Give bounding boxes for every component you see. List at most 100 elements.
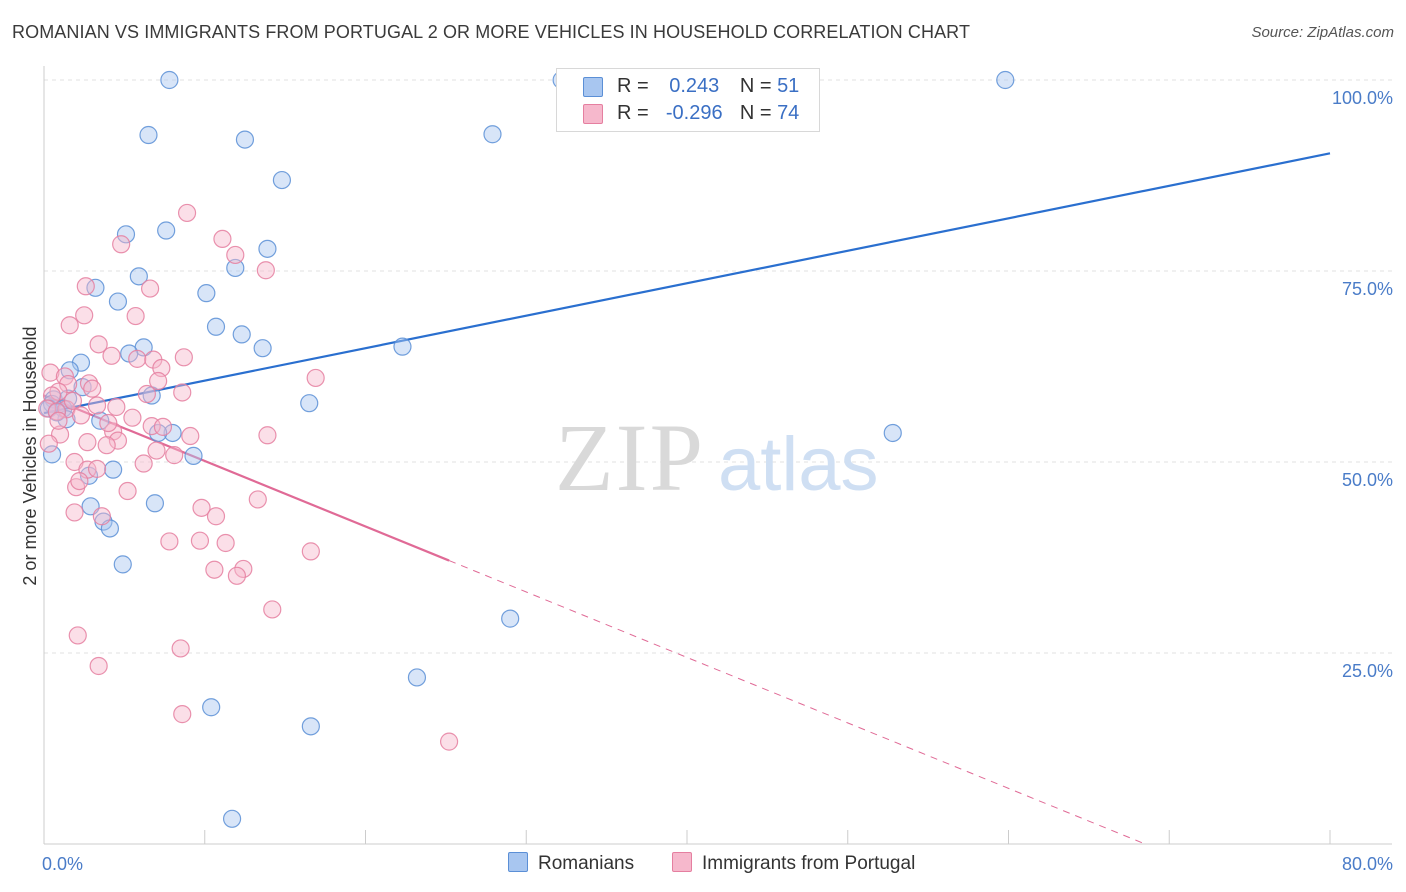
point-romanians [149, 423, 168, 443]
point-portugal [171, 639, 190, 658]
point-portugal [174, 348, 193, 367]
point-portugal [87, 396, 107, 415]
trend-line-portugal [448, 560, 1146, 845]
point-portugal [89, 656, 108, 676]
chart-title: ROMANIAN VS IMMIGRANTS FROM PORTUGAL 2 O… [12, 22, 971, 42]
point-romanians [129, 267, 148, 286]
legend-label-portugal: Immigrants from Portugal [702, 853, 916, 874]
point-portugal [173, 383, 192, 402]
legend-r-label: R = [617, 102, 649, 124]
point-portugal [258, 426, 277, 445]
point-portugal [107, 397, 126, 417]
point-portugal [173, 705, 192, 724]
point-portugal [76, 277, 95, 296]
point-romanians [139, 125, 158, 145]
point-portugal [79, 374, 99, 393]
point-romanians [160, 70, 179, 90]
point-portugal [149, 371, 168, 391]
point-portugal [47, 402, 66, 421]
point-portugal [83, 379, 102, 398]
point-portugal [102, 346, 121, 365]
point-romanians [104, 460, 123, 479]
trend-line-romanians [43, 152, 1331, 415]
point-romanians [60, 361, 79, 380]
legend-n-label: N = [739, 102, 772, 124]
point-portugal [165, 446, 184, 465]
point-portugal [59, 374, 78, 394]
point-portugal [137, 384, 156, 404]
point-portugal [68, 626, 87, 645]
point-romanians [206, 317, 226, 336]
point-portugal [153, 417, 173, 436]
point-portugal [39, 434, 58, 453]
point-portugal [128, 349, 147, 368]
point-portugal [49, 411, 68, 430]
legend-r-label: R = [617, 75, 649, 97]
legend-item-romanians[interactable]: Romanians [508, 852, 634, 875]
point-romanians [407, 668, 427, 687]
point-portugal [190, 531, 210, 550]
point-romanians [42, 445, 62, 464]
legend-swatch-romanians [508, 852, 528, 872]
legend-n-value: 51 [777, 75, 800, 97]
point-romanians [197, 284, 216, 303]
point-portugal [87, 459, 107, 478]
point-romanians [253, 339, 272, 358]
point-portugal [126, 306, 145, 326]
point-romanians [184, 446, 203, 465]
point-portugal [205, 560, 224, 579]
y-tick-label: 75.0% [1342, 279, 1393, 299]
point-portugal [301, 542, 320, 561]
point-romanians [272, 170, 292, 190]
point-romanians [226, 258, 245, 278]
point-portugal [147, 441, 166, 460]
point-portugal [181, 426, 200, 446]
tick-labels: 25.0% 50.0% 75.0% 100.0% 0.0% 80.0% [42, 88, 1393, 874]
point-romanians [116, 225, 136, 244]
point-portugal [213, 229, 232, 249]
point-romanians [235, 130, 255, 149]
point-romanians [393, 337, 412, 356]
source-label: Source: ZipAtlas.com [1251, 24, 1394, 41]
point-portugal [112, 235, 131, 254]
y-tick-label: 25.0% [1342, 661, 1393, 681]
grid-lines [44, 79, 1392, 654]
point-portugal [227, 566, 246, 585]
point-portugal [216, 533, 235, 553]
watermark-zip: ZIP [555, 404, 705, 511]
legend-item-portugal[interactable]: Immigrants from Portugal [672, 852, 915, 875]
point-portugal [256, 261, 275, 280]
point-romanians [202, 698, 221, 717]
x-tick-label: 80.0% [1342, 854, 1393, 874]
legend-r-value: 0.243 [669, 75, 720, 97]
point-portugal [108, 431, 128, 450]
point-portugal [140, 279, 160, 298]
point-portugal [75, 306, 94, 325]
point-romanians [157, 221, 176, 240]
point-romanians [113, 555, 132, 574]
point-romanians [222, 809, 242, 828]
legend-swatch-pink [583, 104, 603, 124]
watermark-atlas: atlas [718, 422, 879, 507]
point-portugal [263, 600, 282, 619]
y-tick-label: 50.0% [1342, 470, 1393, 490]
legend-n-value: 74 [777, 102, 800, 124]
data-points [38, 70, 1015, 828]
point-portugal [65, 503, 84, 522]
point-portugal [118, 481, 137, 501]
point-romanians [108, 292, 128, 311]
point-portugal [97, 436, 116, 455]
legend-r-value: -0.296 [665, 102, 723, 124]
point-portugal [226, 245, 245, 265]
point-portugal [248, 490, 267, 509]
point-portugal [206, 507, 226, 526]
point-portugal [234, 559, 253, 579]
point-romanians [258, 239, 277, 258]
point-portugal [123, 408, 142, 427]
point-portugal [134, 454, 153, 473]
point-romanians [996, 70, 1015, 90]
point-portugal [439, 732, 459, 751]
point-portugal [192, 498, 211, 517]
correlation-legend: R = 0.243 N = 51 R = -0.296 N = 74 [556, 68, 820, 132]
